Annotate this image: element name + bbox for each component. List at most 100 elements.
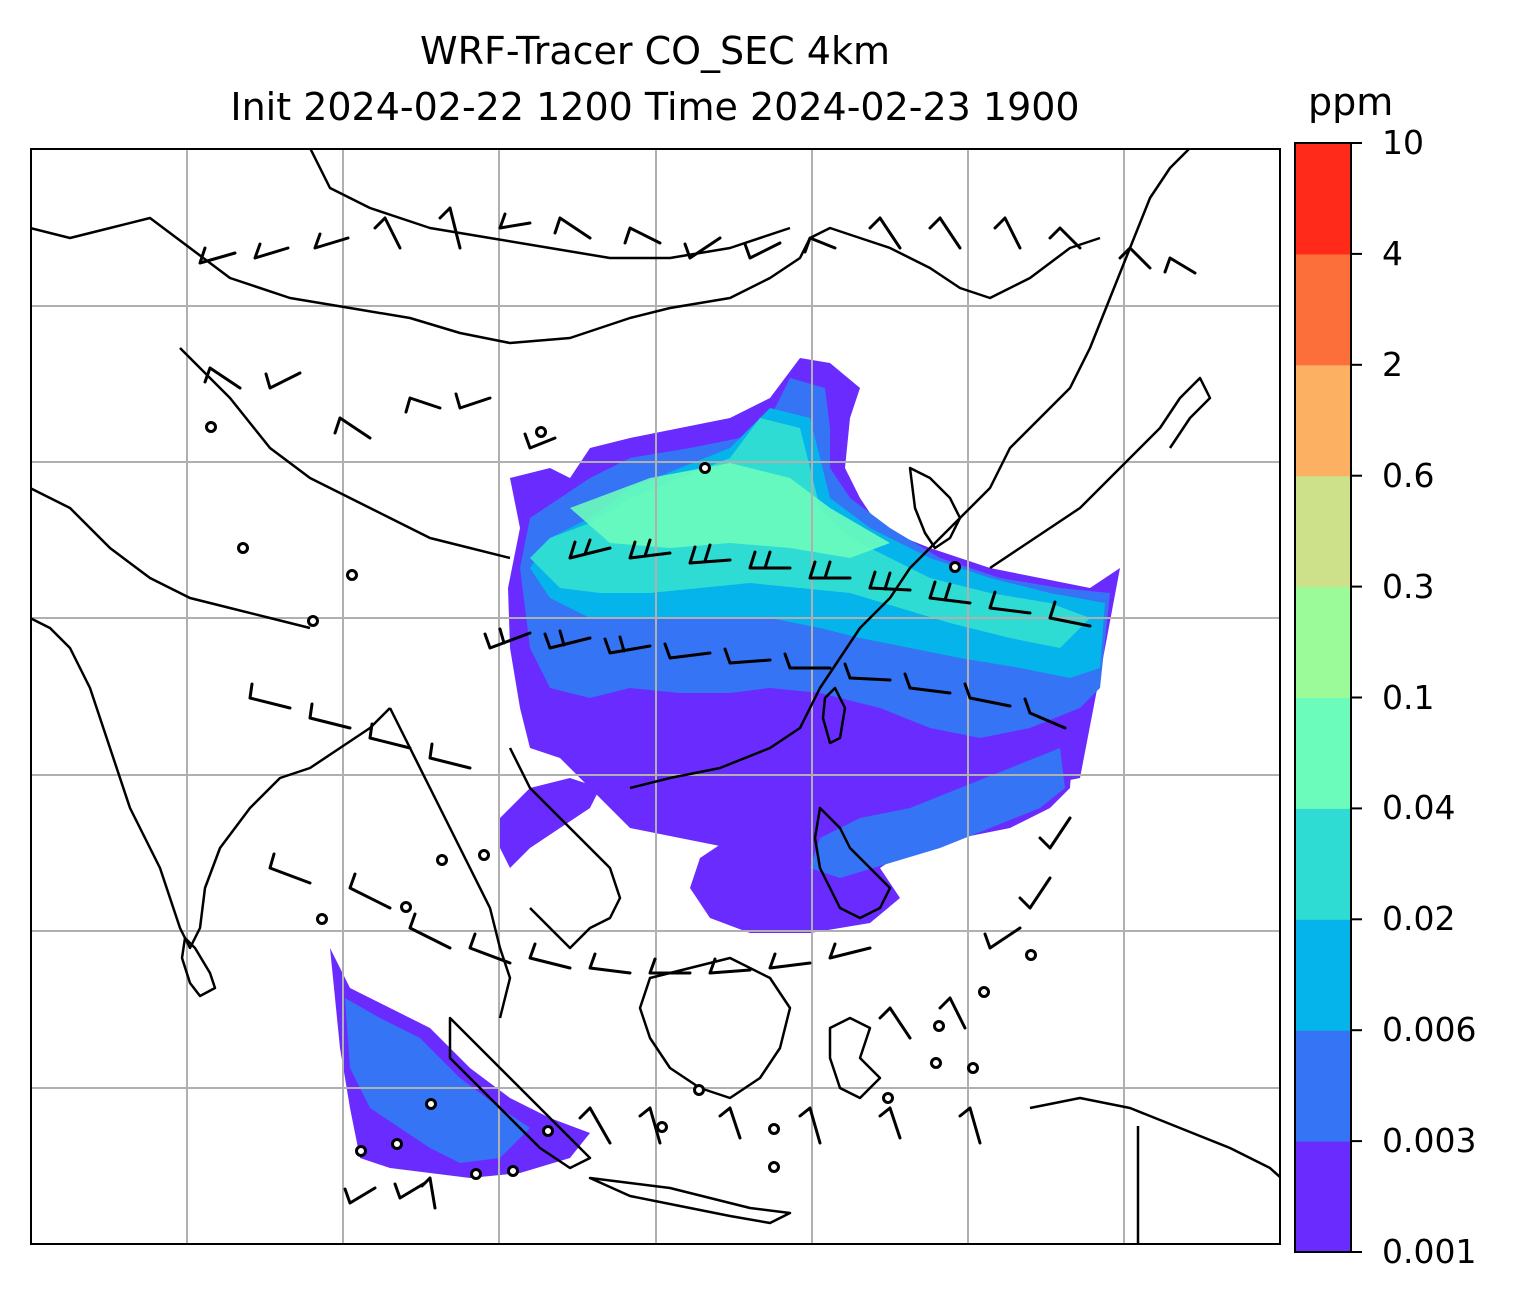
wind-barb (983, 926, 1022, 950)
calm-wind-circle (933, 1020, 945, 1032)
wind-barb (1163, 256, 1197, 275)
wind-barb (313, 232, 350, 250)
wind-barb (903, 672, 952, 695)
wind-barb (553, 216, 592, 240)
colorbar-tick-label: 0.006 (1382, 1010, 1477, 1050)
calm-wind-circle (436, 854, 448, 866)
calm-wind-circle (400, 901, 412, 913)
wind-barb (333, 416, 372, 440)
coast-india (30, 616, 391, 950)
calm-wind-circle (507, 1165, 519, 1177)
wind-barb (723, 647, 772, 665)
plume-east-low (810, 748, 1065, 878)
graticule (30, 148, 1281, 1245)
wind-barb (958, 1106, 982, 1145)
calm-wind-circle (978, 986, 990, 998)
wind-barb (928, 216, 962, 250)
wind-barb (498, 212, 532, 230)
colorbar-unit-label: ppm (1308, 80, 1394, 124)
map-title-line1: WRF-Tracer CO_SEC 4km (420, 29, 890, 73)
wind-barb (708, 957, 752, 975)
co-plume-sumatra (330, 948, 590, 1178)
wind-barb (588, 952, 632, 975)
colorbar-tick-label: 0.6 (1382, 455, 1435, 495)
wind-barb (828, 942, 872, 960)
wind-barb (578, 1106, 612, 1145)
coastlines (30, 148, 1281, 1245)
wind-barb (603, 635, 652, 655)
colorbar-band (1295, 364, 1351, 477)
co-plume-philippines (690, 718, 1075, 933)
wind-barb (408, 912, 452, 950)
calm-wind-circle (205, 421, 217, 433)
wind-barb (308, 702, 352, 730)
calm-wind-circle (535, 426, 547, 438)
coast-sumatra (448, 1016, 592, 1170)
wind-barb (623, 226, 662, 245)
wind-barb (468, 932, 512, 965)
wind-barb (663, 642, 712, 660)
wind-barb (1023, 697, 1067, 730)
colorbar-band (1295, 697, 1351, 809)
wind-barb (483, 627, 532, 650)
wind-barb (454, 392, 492, 410)
coast-borneo (638, 956, 792, 1100)
coast-myanmar (388, 707, 512, 1019)
wind-barb (803, 236, 837, 254)
colorbar-band (1295, 586, 1351, 698)
calm-wind-circle (391, 1138, 403, 1150)
wind-barb (988, 590, 1032, 615)
wind-barb (438, 206, 462, 250)
calm-wind-circle (425, 1098, 437, 1110)
wind-barb (648, 957, 692, 975)
colorbar-tick-label: 10 (1382, 123, 1424, 162)
coast-taiwan (821, 686, 847, 745)
colorbar-tick-label: 0.003 (1382, 1121, 1477, 1161)
coast-sulawesi (828, 1016, 882, 1100)
calm-wind-circle (1025, 949, 1037, 961)
colorbar-tick-label: 0.04 (1382, 788, 1456, 828)
calm-wind-circle (307, 615, 319, 627)
colorbar-band (1295, 1141, 1351, 1253)
colorbar-ticks (1351, 142, 1362, 1253)
colorbar-band (1295, 919, 1351, 1031)
wind-barb (768, 952, 812, 970)
wind-barb (420, 1176, 437, 1210)
border-china-north (30, 216, 1101, 345)
wind-barb (878, 1106, 902, 1140)
wind-barb (638, 1106, 662, 1145)
calm-wind-circle (699, 462, 711, 474)
calm-wind-circle (949, 561, 961, 573)
wind-barb (868, 216, 902, 250)
wind-barb (248, 682, 292, 710)
wind-barb (808, 560, 852, 580)
colorbar-tick-label: 2 (1382, 344, 1403, 384)
wind-barb (963, 682, 1012, 708)
map-frame (30, 148, 1281, 1245)
calm-wind-circle (930, 1057, 942, 1069)
wind-barb (198, 246, 237, 265)
coast-indochina (508, 747, 622, 950)
border-central (30, 486, 311, 630)
wind-barb (404, 396, 442, 414)
calm-wind-circle (882, 1092, 894, 1104)
wind-barb (1048, 600, 1092, 628)
calm-wind-markers (205, 421, 1037, 1180)
wind-barb (348, 872, 392, 910)
wind-barb (993, 216, 1022, 250)
colorbar-band (1295, 143, 1351, 255)
wind-barb (748, 550, 792, 570)
colorbar-bands (1295, 143, 1351, 1253)
coast-sri-lanka (180, 936, 217, 998)
tracer-map (30, 148, 1281, 1245)
wind-barb (628, 538, 672, 560)
colorbar-band (1295, 808, 1351, 920)
wind-barb (1018, 876, 1052, 910)
plume-indochina-outer (500, 778, 600, 868)
coast-philippines (813, 806, 892, 920)
calm-wind-circle (768, 1161, 780, 1173)
map-title-line2: Init 2024-02-22 1200 Time 2024-02-23 190… (230, 85, 1080, 129)
calm-wind-circle (355, 1145, 367, 1157)
calm-wind-circle (768, 1123, 780, 1135)
wind-barb (868, 570, 912, 592)
